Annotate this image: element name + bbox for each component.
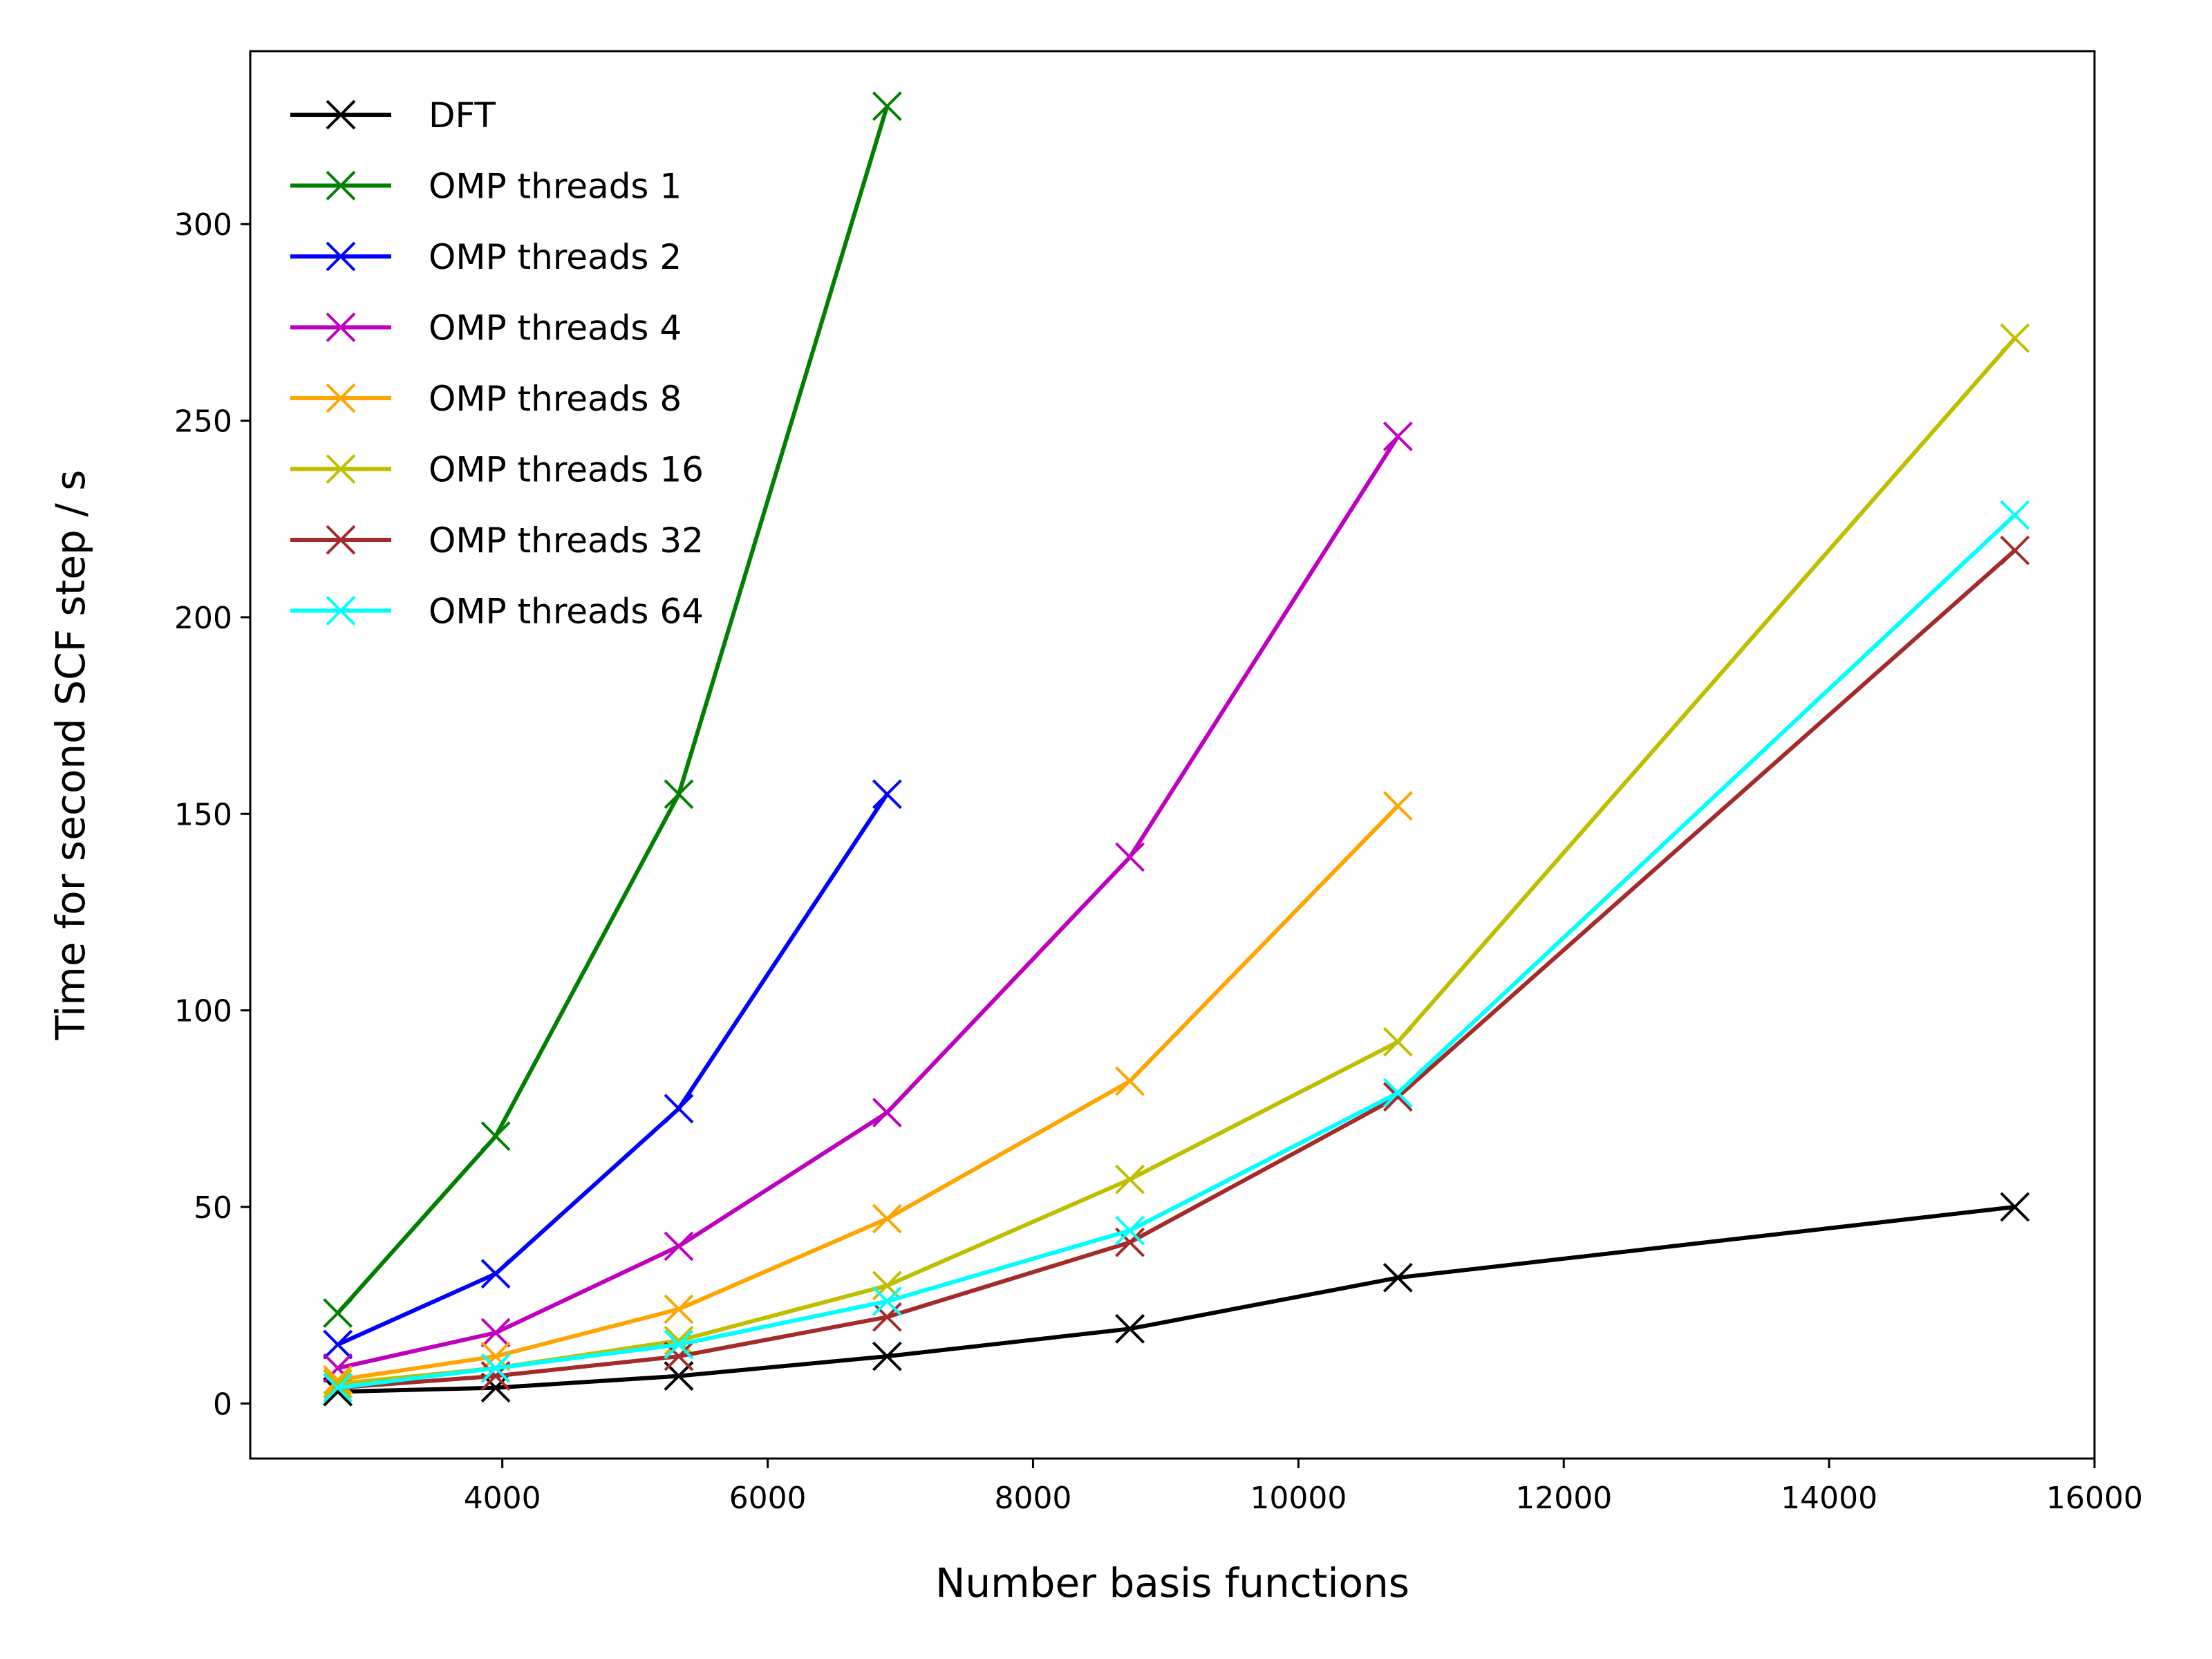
y-tick-label: 100	[174, 994, 232, 1029]
series-omp-threads-8	[323, 791, 1413, 1395]
data-point	[1382, 1262, 1413, 1293]
series-line	[337, 804, 1400, 1382]
data-point	[2000, 1192, 2030, 1222]
series-omp-threads-2	[323, 779, 902, 1360]
data-point	[2000, 323, 2030, 353]
legend: DFT OMP threads 1 OMP threads 2 OMP threads…	[290, 95, 704, 632]
legend-entry: OMP threads 2	[290, 237, 682, 277]
data-point	[664, 1294, 694, 1324]
legend-marker	[326, 596, 356, 626]
data-point	[872, 779, 902, 809]
legend-label: OMP threads 64	[429, 592, 704, 632]
data-point	[2000, 535, 2030, 565]
y-tick-label: 50	[194, 1190, 232, 1226]
data-point	[1115, 842, 1145, 872]
legend-marker	[326, 383, 356, 413]
series-dft	[323, 1192, 2030, 1407]
data-point	[480, 1121, 511, 1152]
legend-entry: OMP threads 16	[290, 450, 704, 490]
data-point	[1382, 1078, 1413, 1108]
data-point	[323, 1329, 353, 1360]
data-point	[1115, 1215, 1145, 1246]
legend-marker	[326, 241, 356, 272]
y-tick-label: 250	[174, 404, 232, 440]
y-tick-label: 150	[174, 797, 232, 832]
x-tick-label: 16000	[2046, 1481, 2143, 1516]
data-point	[872, 1302, 902, 1332]
x-axis-label: Number basis functions	[935, 1559, 1409, 1606]
data-point	[1382, 1027, 1413, 1057]
x-tick-label: 6000	[729, 1481, 807, 1516]
data-point	[1115, 1313, 1145, 1344]
data-point	[872, 1098, 902, 1127]
series-omp-threads-64	[323, 500, 2030, 1403]
data-point	[1382, 421, 1413, 451]
y-tick-label: 0	[213, 1387, 232, 1422]
x-axis: 4000 6000 8000 10000 12000 14000 16000	[464, 1459, 2143, 1516]
legend-entry: OMP threads 64	[290, 592, 704, 632]
data-point	[323, 1369, 353, 1399]
data-point	[1115, 1066, 1145, 1096]
legend-label: OMP threads 1	[429, 167, 682, 207]
data-point	[664, 1325, 694, 1356]
data-point	[664, 1231, 694, 1262]
data-point	[872, 1341, 902, 1371]
series-omp-threads-1	[323, 91, 902, 1328]
legend-marker	[326, 312, 356, 342]
data-point	[664, 1329, 694, 1360]
x-tick-label: 8000	[994, 1481, 1071, 1516]
data-point	[872, 1203, 902, 1234]
data-point	[1382, 1082, 1413, 1112]
series-line	[337, 435, 1400, 1371]
y-tick-label: 300	[174, 207, 232, 243]
plot-frame	[249, 50, 2096, 1460]
series-line	[337, 793, 889, 1347]
legend-entry: OMP threads 8	[290, 379, 682, 419]
data-point	[480, 1353, 511, 1383]
data-point	[1382, 791, 1413, 821]
y-axis: 0 50 100 150 200 250 300	[174, 207, 250, 1422]
data-point	[664, 1094, 694, 1124]
data-point	[2000, 500, 2030, 530]
x-tick-label: 10000	[1250, 1481, 1347, 1516]
series-line	[336, 105, 890, 1315]
x-tick-label: 4000	[464, 1481, 541, 1516]
legend-marker	[326, 525, 356, 555]
legend-label: OMP threads 16	[429, 450, 704, 490]
x-tick-label: 14000	[1781, 1481, 1877, 1516]
legend-label: DFT	[429, 95, 496, 135]
legend-label: OMP threads 2	[429, 237, 682, 277]
legend-label: OMP threads 4	[429, 308, 682, 348]
legend-label: OMP threads 32	[429, 521, 704, 561]
data-point	[480, 1318, 511, 1348]
y-axis-label: Time for second SCF step / s	[47, 469, 94, 1040]
legend-marker	[326, 100, 356, 130]
series-omp-threads-32	[323, 535, 2030, 1403]
x-tick-label: 12000	[1515, 1481, 1612, 1516]
data-point	[664, 779, 694, 809]
legend-entry: DFT	[290, 95, 496, 135]
data-point	[323, 1298, 353, 1328]
legend-label: OMP threads 8	[429, 379, 682, 419]
legend-entry: OMP threads 32	[290, 521, 704, 561]
legend-marker	[326, 454, 356, 484]
data-point	[872, 1271, 902, 1301]
data-point	[1115, 1164, 1145, 1194]
data-point	[872, 91, 902, 122]
data-point	[872, 1286, 902, 1316]
legend-marker	[326, 171, 356, 200]
y-tick-label: 200	[174, 601, 232, 636]
legend-entry: OMP threads 4	[290, 308, 682, 348]
data-point	[323, 1373, 353, 1403]
legend-entry: OMP threads 1	[290, 167, 682, 207]
series-layer	[323, 91, 2030, 1407]
data-point	[480, 1259, 511, 1289]
